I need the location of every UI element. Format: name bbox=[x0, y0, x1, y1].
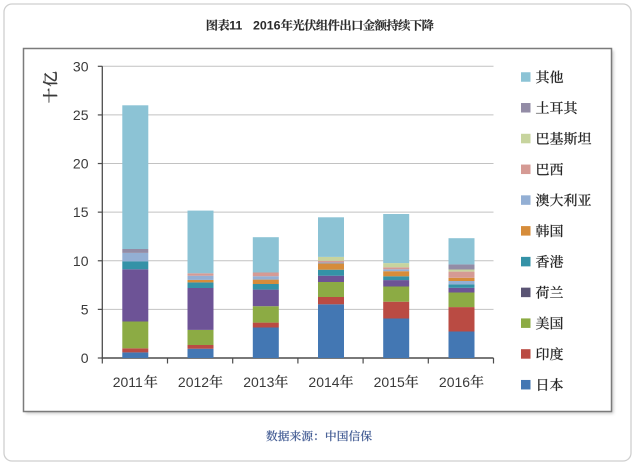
svg-text:2012: 2012 bbox=[178, 374, 209, 390]
svg-text:20: 20 bbox=[73, 156, 89, 172]
svg-text:30: 30 bbox=[73, 58, 89, 74]
svg-text:2016: 2016 bbox=[439, 374, 470, 390]
svg-text:5: 5 bbox=[81, 301, 89, 317]
svg-text:2011: 2011 bbox=[113, 374, 143, 390]
svg-text:2013: 2013 bbox=[243, 374, 274, 390]
svg-text:2015: 2015 bbox=[374, 374, 405, 390]
svg-text:2014: 2014 bbox=[308, 374, 339, 390]
svg-text:2016: 2016 bbox=[253, 19, 281, 33]
svg-text:15: 15 bbox=[73, 204, 89, 220]
svg-text:11: 11 bbox=[229, 19, 242, 33]
svg-text:25: 25 bbox=[73, 107, 89, 123]
svg-text:0: 0 bbox=[81, 350, 89, 366]
svg-text:10: 10 bbox=[73, 253, 89, 269]
